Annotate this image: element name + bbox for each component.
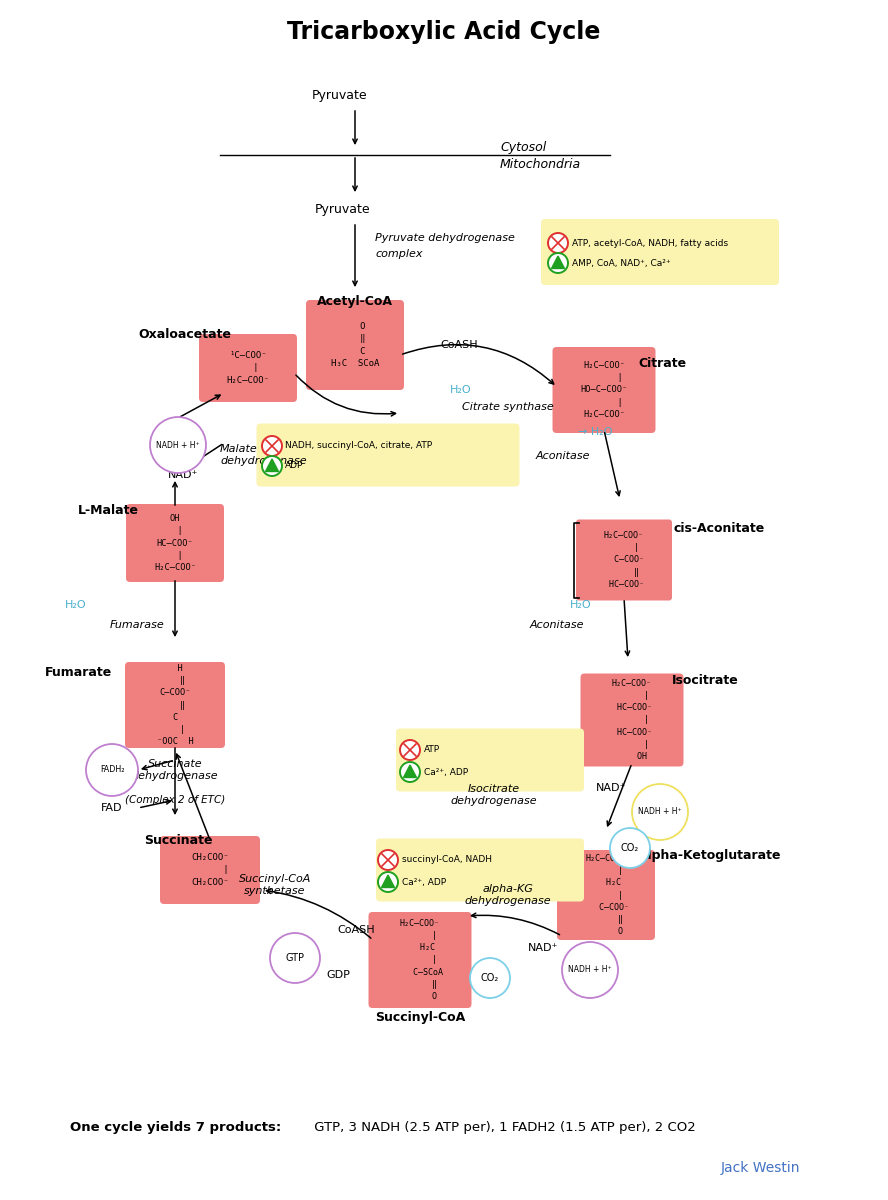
Text: L-Malate: L-Malate — [77, 504, 139, 516]
FancyBboxPatch shape — [541, 218, 779, 284]
Text: O
   ‖
   C
H₃C  SCoA: O ‖ C H₃C SCoA — [331, 323, 379, 367]
Text: ATP: ATP — [424, 745, 440, 755]
Text: Acetyl-CoA: Acetyl-CoA — [317, 295, 393, 308]
FancyBboxPatch shape — [557, 850, 655, 940]
Text: Mitochondria: Mitochondria — [500, 158, 581, 172]
Text: Cytosol: Cytosol — [500, 142, 546, 155]
Circle shape — [262, 436, 282, 456]
Text: Malate
dehydrogenase: Malate dehydrogenase — [220, 444, 306, 466]
Text: OH
  |
HC–COO⁻
  |
H₂C–COO⁻: OH | HC–COO⁻ | H₂C–COO⁻ — [154, 514, 196, 571]
Circle shape — [632, 784, 688, 840]
Circle shape — [378, 850, 398, 870]
Text: H₂C–COO⁻
     |
  C–COO⁻
     ‖
 HC–COO⁻: H₂C–COO⁻ | C–COO⁻ ‖ HC–COO⁻ — [604, 532, 644, 589]
Text: ATP, acetyl-CoA, NADH, fatty acids: ATP, acetyl-CoA, NADH, fatty acids — [572, 239, 728, 247]
Text: FADH₂: FADH₂ — [99, 766, 124, 774]
Text: H₂C–COO⁻
      |
   H₂C
      |
   C–SCoA
      ‖
      O: H₂C–COO⁻ | H₂C | C–SCoA ‖ O — [398, 919, 442, 1001]
FancyBboxPatch shape — [257, 424, 519, 486]
Circle shape — [548, 233, 568, 253]
Text: H₂C–COO⁻
      |
   H₂C
      |
   C–COO⁻
      ‖
      O: H₂C–COO⁻ | H₂C | C–COO⁻ ‖ O — [583, 854, 629, 936]
FancyBboxPatch shape — [396, 728, 584, 792]
Circle shape — [548, 253, 568, 274]
Text: ¹C–COO⁻
   |
H₂C–COO⁻: ¹C–COO⁻ | H₂C–COO⁻ — [226, 352, 269, 385]
Text: Fumarase: Fumarase — [110, 620, 165, 630]
FancyBboxPatch shape — [369, 912, 472, 1008]
Text: CO₂: CO₂ — [621, 842, 639, 853]
Text: Citrate synthase: Citrate synthase — [462, 402, 554, 412]
Text: Isocitrate
dehydrogenase: Isocitrate dehydrogenase — [451, 785, 537, 806]
Text: GDP: GDP — [326, 970, 350, 980]
FancyBboxPatch shape — [581, 673, 684, 767]
Text: H₂O: H₂O — [450, 385, 472, 395]
Text: H₂C–COO⁻
      |
HO–C–COO⁻
      |
H₂C–COO⁻: H₂C–COO⁻ | HO–C–COO⁻ | H₂C–COO⁻ — [581, 361, 628, 419]
Text: NAD⁺: NAD⁺ — [528, 943, 559, 953]
Text: alpha-Ketoglutarate: alpha-Ketoglutarate — [640, 850, 781, 863]
Text: CH₂COO⁻
      |
CH₂COO⁻: CH₂COO⁻ | CH₂COO⁻ — [191, 853, 229, 887]
FancyBboxPatch shape — [576, 520, 672, 600]
FancyBboxPatch shape — [376, 839, 584, 901]
Text: H₂C–COO⁻
      |
 HC–COO⁻
      |
 HC–COO⁻
      |
    OH: H₂C–COO⁻ | HC–COO⁻ | HC–COO⁻ | OH — [612, 679, 652, 761]
Text: Aconitase: Aconitase — [530, 620, 584, 630]
Text: H₂O: H₂O — [65, 600, 87, 610]
Text: (Complex 2 of ETC): (Complex 2 of ETC) — [125, 794, 226, 805]
FancyBboxPatch shape — [199, 334, 297, 402]
Text: Oxaloacetate: Oxaloacetate — [139, 329, 232, 342]
Text: Pyruvate: Pyruvate — [312, 89, 368, 102]
Text: Ca²⁺, ADP: Ca²⁺, ADP — [424, 768, 468, 776]
Text: alpha-KG
dehydrogenase: alpha-KG dehydrogenase — [464, 884, 551, 906]
Text: Pyruvate dehydrogenase: Pyruvate dehydrogenase — [375, 233, 515, 242]
Polygon shape — [382, 875, 394, 888]
Text: GTP: GTP — [286, 953, 305, 962]
Text: AMP, CoA, NAD⁺, Ca²⁺: AMP, CoA, NAD⁺, Ca²⁺ — [572, 258, 670, 268]
Circle shape — [150, 416, 206, 473]
Text: Jack Westin: Jack Westin — [720, 1162, 800, 1175]
Text: CoASH: CoASH — [337, 925, 375, 935]
Text: H
   ‖
C–COO⁻
   ‖
C
   |
⁻OOC  H: H ‖ C–COO⁻ ‖ C | ⁻OOC H — [156, 664, 194, 746]
Text: Fumarate: Fumarate — [44, 666, 112, 679]
Text: Succinate: Succinate — [144, 834, 212, 846]
Text: Aconitase: Aconitase — [536, 451, 591, 461]
Circle shape — [610, 828, 650, 868]
Circle shape — [86, 744, 138, 796]
Circle shape — [470, 958, 510, 998]
Text: Succinate
dehydrogenase: Succinate dehydrogenase — [131, 760, 218, 781]
Text: complex: complex — [375, 248, 423, 259]
Text: NADH + H⁺: NADH + H⁺ — [638, 808, 682, 816]
Text: Succinyl-CoA
synthetase: Succinyl-CoA synthetase — [239, 874, 311, 895]
Text: GTP, 3 NADH (2.5 ATP per), 1 FADH2 (1.5 ATP per), 2 CO2: GTP, 3 NADH (2.5 ATP per), 1 FADH2 (1.5 … — [310, 1122, 696, 1134]
FancyBboxPatch shape — [160, 836, 260, 904]
Text: FAD: FAD — [101, 803, 123, 814]
FancyBboxPatch shape — [125, 662, 225, 748]
Text: H₂O: H₂O — [570, 600, 591, 610]
FancyBboxPatch shape — [306, 300, 404, 390]
FancyBboxPatch shape — [552, 347, 655, 433]
Text: NADH + H⁺: NADH + H⁺ — [568, 966, 612, 974]
Text: NADH, succinyl-CoA, citrate, ATP: NADH, succinyl-CoA, citrate, ATP — [285, 442, 432, 450]
Text: ADP: ADP — [285, 462, 304, 470]
Text: NADH + H⁺: NADH + H⁺ — [156, 440, 200, 450]
Text: Succinyl-CoA: Succinyl-CoA — [375, 1012, 465, 1025]
Polygon shape — [403, 766, 416, 778]
Text: succinyl-CoA, NADH: succinyl-CoA, NADH — [402, 856, 492, 864]
Text: Citrate: Citrate — [638, 356, 686, 370]
Text: Tricarboxylic Acid Cycle: Tricarboxylic Acid Cycle — [288, 20, 600, 44]
Circle shape — [270, 934, 320, 983]
Circle shape — [378, 872, 398, 892]
Circle shape — [562, 942, 618, 998]
Circle shape — [400, 740, 420, 760]
Text: Isocitrate: Isocitrate — [672, 673, 739, 686]
Text: CoASH: CoASH — [440, 340, 478, 350]
Text: Pyruvate: Pyruvate — [315, 204, 370, 216]
Text: cis-Aconitate: cis-Aconitate — [673, 522, 765, 534]
Text: Ca²⁺, ADP: Ca²⁺, ADP — [402, 877, 446, 887]
Circle shape — [262, 456, 282, 476]
Circle shape — [400, 762, 420, 782]
Text: NAD⁺: NAD⁺ — [596, 782, 626, 793]
Text: CO₂: CO₂ — [481, 973, 499, 983]
Polygon shape — [551, 256, 565, 269]
FancyBboxPatch shape — [126, 504, 224, 582]
Text: One cycle yields 7 products:: One cycle yields 7 products: — [70, 1122, 281, 1134]
Text: → H₂O: → H₂O — [578, 427, 613, 437]
Polygon shape — [266, 458, 279, 472]
Text: NAD⁺: NAD⁺ — [168, 470, 198, 480]
